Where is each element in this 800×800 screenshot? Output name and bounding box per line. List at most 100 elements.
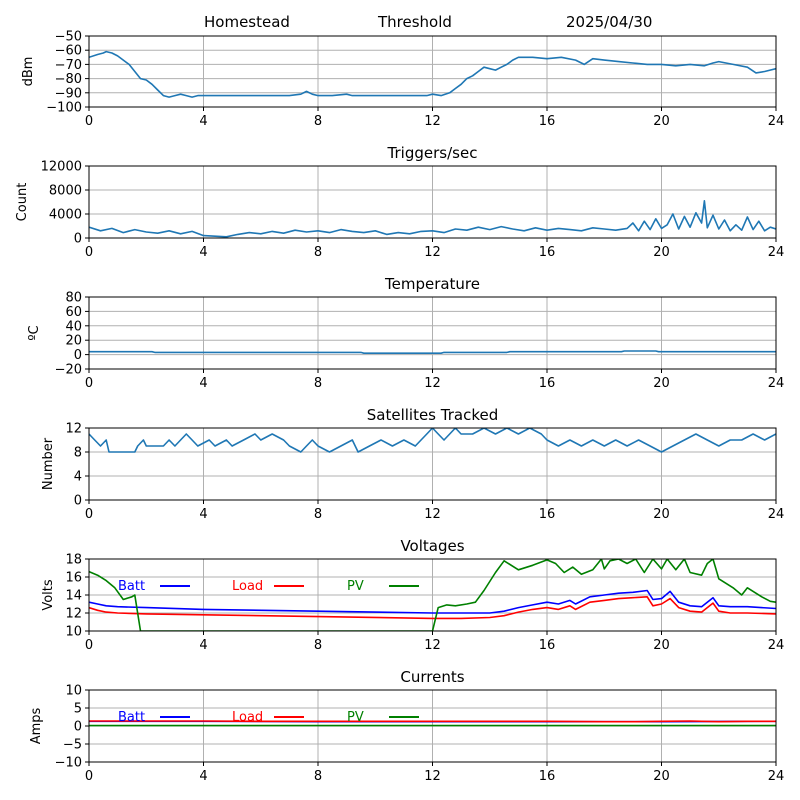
y-axis-label: Number: [41, 437, 56, 490]
series-line-1: [89, 428, 776, 453]
x-tick-label: 20: [653, 507, 670, 522]
y-tick-label: 10: [65, 684, 82, 699]
panel-title: Currents: [400, 668, 464, 686]
x-tick-label: 24: [768, 769, 785, 784]
y-tick-label: −80: [55, 72, 82, 87]
x-tick-label: 20: [653, 769, 670, 784]
y-tick-label: −60: [55, 44, 82, 59]
x-tick-label: 4: [199, 114, 207, 129]
panel-4: 0 4 8 12 16 20 24 0 4 8 12 Satellites Tracked Number: [41, 406, 784, 522]
panel-title: Voltages: [400, 537, 464, 555]
x-tick-label: 16: [539, 769, 556, 784]
y-tick-label: −70: [55, 58, 82, 73]
x-tick-label: 16: [539, 638, 556, 653]
legend-label-pv: PV: [347, 710, 364, 725]
y-tick-label: 8: [74, 446, 82, 461]
y-tick-label: 12000: [41, 160, 82, 175]
legend-label-pv: PV: [347, 579, 364, 594]
x-tick-label: 4: [199, 245, 207, 260]
x-tick-label: 0: [85, 376, 93, 391]
x-tick-label: 8: [314, 376, 322, 391]
x-tick-label: 16: [539, 507, 556, 522]
x-tick-label: 24: [768, 638, 785, 653]
x-tick-label: 16: [539, 376, 556, 391]
series-line-1: [89, 50, 776, 98]
y-tick-label: −10: [55, 756, 82, 771]
panel-title: Triggers/sec: [387, 144, 478, 162]
x-tick-label: 12: [424, 245, 441, 260]
y-tick-label: 40: [65, 319, 82, 334]
y-tick-label: 4: [74, 470, 82, 485]
x-tick-label: 12: [424, 114, 441, 129]
series-line-1: [89, 200, 776, 238]
x-tick-label: 0: [85, 638, 93, 653]
x-tick-label: 0: [85, 245, 93, 260]
panel-2: 0 4 8 12 16 20 24 0 4000 8000 12000 Triggers/sec Cou…: [15, 144, 784, 260]
x-tick-label: 8: [314, 638, 322, 653]
header-location: Homestead: [204, 13, 290, 31]
x-tick-label: 16: [539, 114, 556, 129]
x-tick-label: 16: [539, 245, 556, 260]
legend-label-load: Load: [232, 579, 263, 594]
y-tick-label: 0: [74, 232, 82, 247]
x-tick-label: 4: [199, 376, 207, 391]
y-axis-label: Amps: [29, 707, 44, 744]
x-tick-label: 8: [314, 114, 322, 129]
x-tick-label: 0: [85, 769, 93, 784]
x-tick-label: 24: [768, 507, 785, 522]
x-tick-label: 0: [85, 507, 93, 522]
y-tick-label: 0: [74, 494, 82, 509]
x-tick-label: 24: [768, 114, 785, 129]
x-tick-label: 12: [424, 638, 441, 653]
x-tick-label: 20: [653, 114, 670, 129]
x-tick-label: 24: [768, 245, 785, 260]
x-tick-label: 8: [314, 507, 322, 522]
y-tick-label: 20: [65, 334, 82, 349]
y-axis-label: ºC: [27, 325, 42, 340]
x-tick-label: 20: [653, 638, 670, 653]
panel-title: Temperature: [384, 275, 480, 293]
series-line-1: [89, 350, 776, 355]
y-tick-label: −90: [55, 86, 82, 101]
y-tick-label: −5: [63, 738, 82, 753]
y-tick-label: 16: [65, 571, 82, 586]
y-tick-label: 0: [74, 348, 82, 363]
y-tick-label: −20: [55, 363, 82, 378]
header-date: 2025/04/30: [566, 13, 652, 31]
y-tick-label: 14: [65, 589, 82, 604]
y-tick-label: 0: [74, 720, 82, 735]
y-tick-label: 80: [65, 291, 82, 306]
y-axis-label: dBm: [21, 57, 36, 87]
series-line-load: [89, 595, 776, 620]
y-tick-label: 5: [74, 702, 82, 717]
y-tick-label: 12: [65, 422, 82, 437]
x-tick-label: 24: [768, 376, 785, 391]
x-tick-label: 4: [199, 507, 207, 522]
legend-label-batt: Batt: [118, 579, 145, 594]
x-tick-label: 12: [424, 376, 441, 391]
panel-title: Satellites Tracked: [367, 406, 498, 424]
legend-label-batt: Batt: [118, 710, 145, 725]
legend-label-load: Load: [232, 710, 263, 725]
y-tick-label: 4000: [49, 208, 82, 223]
y-axis-label: Volts: [41, 579, 56, 611]
y-tick-label: −100: [46, 101, 82, 116]
panel-5: 0 4 8 12 16 20 24 10 12 14 16 18 Voltages Volts Batt Lo…: [41, 537, 784, 653]
y-tick-label: 8000: [49, 184, 82, 199]
panel-1: 0 4 8 12 16 20 24 −100−90−80−70−60−50 dBm: [21, 30, 784, 130]
y-axis-label: Count: [15, 183, 30, 222]
x-tick-label: 8: [314, 769, 322, 784]
x-tick-label: 12: [424, 507, 441, 522]
y-tick-label: 10: [65, 625, 82, 640]
x-tick-label: 20: [653, 376, 670, 391]
x-tick-label: 12: [424, 769, 441, 784]
x-tick-label: 4: [199, 638, 207, 653]
panel-6: 0 4 8 12 16 20 24 −10 −5 0 5 10 Currents Amps Batt Load…: [29, 668, 784, 784]
series-line-load: [89, 720, 776, 723]
y-tick-label: −50: [55, 30, 82, 45]
series-line-pv: [89, 559, 776, 631]
header-mode: Threshold: [377, 13, 452, 31]
y-tick-label: 60: [65, 305, 82, 320]
